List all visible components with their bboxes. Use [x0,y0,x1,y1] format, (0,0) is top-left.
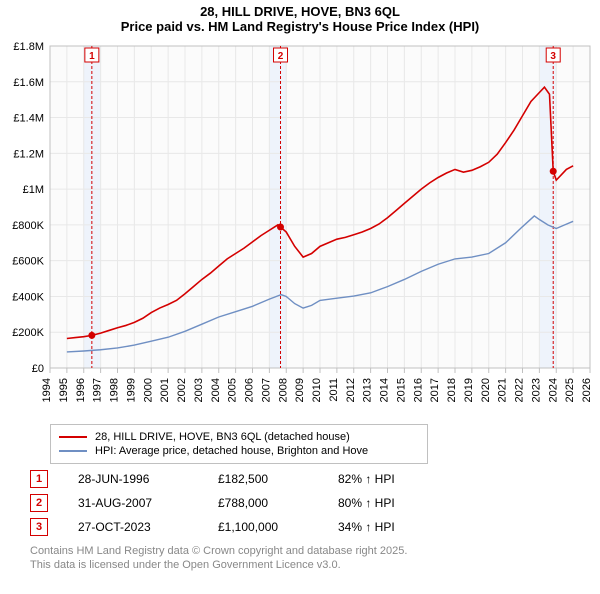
svg-text:2013: 2013 [362,378,374,402]
svg-text:2018: 2018 [446,378,458,402]
svg-text:£400K: £400K [12,291,44,303]
svg-text:2016: 2016 [412,378,424,402]
svg-text:2019: 2019 [463,378,475,402]
svg-text:2012: 2012 [345,378,357,402]
svg-text:£800K: £800K [12,220,44,232]
legend-label: 28, HILL DRIVE, HOVE, BN3 6QL (detached … [95,431,350,443]
chart-container: 28, HILL DRIVE, HOVE, BN3 6QL Price paid… [0,4,600,594]
svg-text:2014: 2014 [379,378,391,402]
svg-text:2005: 2005 [227,378,239,402]
svg-text:2010: 2010 [311,378,323,402]
chart-title-line2: Price paid vs. HM Land Registry's House … [0,19,600,34]
marker-table: 1 28-JUN-1996 £182,500 82% ↑ HPI 2 31-AU… [30,470,600,536]
svg-text:2004: 2004 [210,378,222,402]
marker-row: 3 27-OCT-2023 £1,100,000 34% ↑ HPI [30,518,600,536]
svg-text:£1.6M: £1.6M [13,77,44,89]
svg-text:3: 3 [550,51,556,62]
svg-text:2011: 2011 [328,378,340,402]
marker-date: 31-AUG-2007 [78,496,218,510]
svg-text:2022: 2022 [514,378,526,402]
attribution: Contains HM Land Registry data © Crown c… [30,544,600,573]
svg-text:2015: 2015 [395,378,407,402]
legend: 28, HILL DRIVE, HOVE, BN3 6QL (detached … [50,424,428,464]
svg-text:1999: 1999 [125,378,137,402]
marker-price: £182,500 [218,472,338,486]
svg-text:2024: 2024 [547,378,559,402]
attribution-line: This data is licensed under the Open Gov… [30,558,600,572]
marker-number-box: 3 [30,518,48,536]
marker-date: 27-OCT-2023 [78,520,218,534]
marker-row: 1 28-JUN-1996 £182,500 82% ↑ HPI [30,470,600,488]
chart-svg: £0 £200K £400K £600K £800K £1M £1.2M £1.4M £1.6M… [0,38,600,418]
svg-text:£600K: £600K [12,256,44,268]
marker-price: £788,000 [218,496,338,510]
marker-number-box: 1 [30,470,48,488]
legend-swatch [59,450,87,452]
legend-item: 28, HILL DRIVE, HOVE, BN3 6QL (detached … [59,431,419,443]
svg-text:2017: 2017 [429,378,441,402]
chart-title-line1: 28, HILL DRIVE, HOVE, BN3 6QL [0,4,600,19]
attribution-line: Contains HM Land Registry data © Crown c… [30,544,600,558]
svg-text:1995: 1995 [58,378,70,402]
svg-text:£200K: £200K [12,327,44,339]
svg-text:2006: 2006 [244,378,256,402]
svg-text:2002: 2002 [176,378,188,402]
svg-text:2025: 2025 [564,378,576,402]
svg-text:2009: 2009 [294,378,306,402]
svg-text:£1.8M: £1.8M [13,41,44,53]
svg-text:1997: 1997 [92,378,104,402]
marker-hpi: 80% ↑ HPI [338,496,458,510]
marker-number-box: 2 [30,494,48,512]
legend-label: HPI: Average price, detached house, Brig… [95,445,368,457]
svg-text:2008: 2008 [277,378,289,402]
chart-area: £0 £200K £400K £600K £800K £1M £1.2M £1.4M £1.6M… [0,38,600,418]
svg-text:2020: 2020 [480,378,492,402]
svg-text:1996: 1996 [75,378,87,402]
svg-text:2003: 2003 [193,378,205,402]
svg-text:1994: 1994 [41,378,53,402]
marker-date: 28-JUN-1996 [78,472,218,486]
svg-text:1998: 1998 [109,378,121,402]
svg-text:2000: 2000 [142,378,154,402]
svg-text:£1.2M: £1.2M [13,148,44,160]
svg-text:£0: £0 [32,363,44,375]
svg-text:2023: 2023 [530,378,542,402]
svg-text:1: 1 [89,51,95,62]
marker-hpi: 82% ↑ HPI [338,472,458,486]
svg-text:2007: 2007 [260,378,272,402]
svg-text:2001: 2001 [159,378,171,402]
svg-text:2021: 2021 [497,378,509,402]
marker-row: 2 31-AUG-2007 £788,000 80% ↑ HPI [30,494,600,512]
svg-text:2: 2 [278,51,284,62]
svg-text:£1.4M: £1.4M [13,113,44,125]
svg-text:2026: 2026 [581,378,593,402]
legend-swatch [59,436,87,438]
svg-text:£1M: £1M [23,184,44,196]
legend-item: HPI: Average price, detached house, Brig… [59,445,419,457]
marker-price: £1,100,000 [218,520,338,534]
marker-hpi: 34% ↑ HPI [338,520,458,534]
